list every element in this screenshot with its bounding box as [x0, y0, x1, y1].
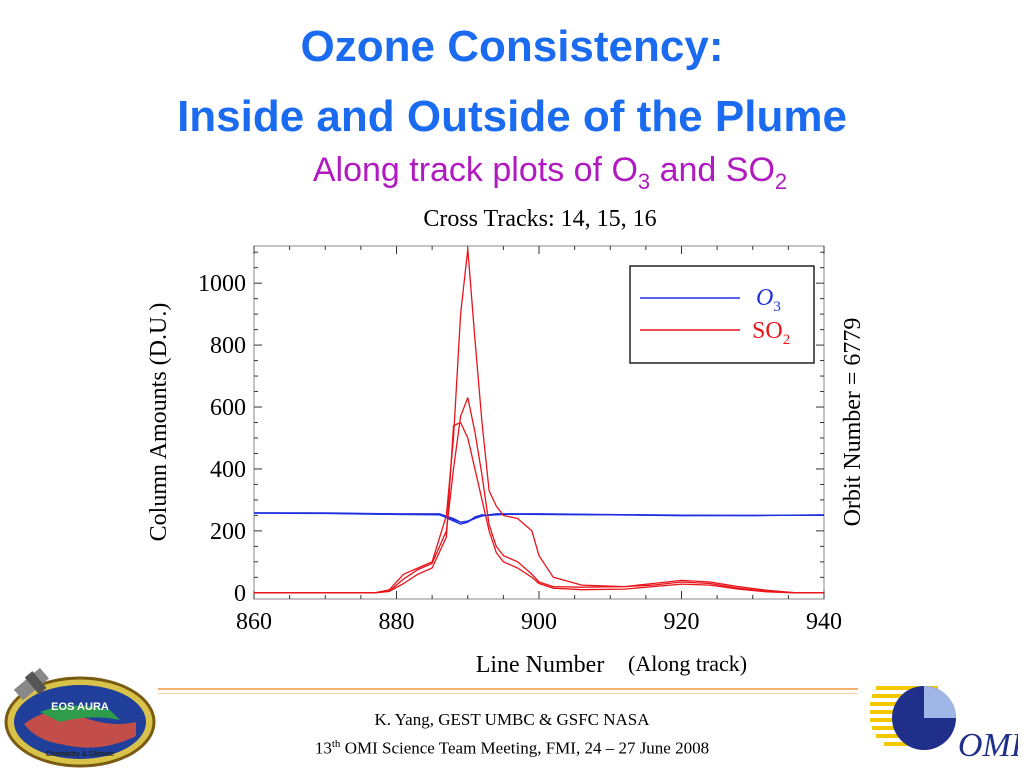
omi-logo: OMI [870, 686, 1018, 764]
x-tick-label: 860 [236, 609, 272, 635]
y-tick-label: 400 [210, 457, 246, 483]
legend-o3-sub: 3 [773, 299, 781, 315]
subtitle-so2-subscript: 2 [774, 169, 788, 194]
y-tick-labels: 0 200 400 600 800 1000 [198, 271, 246, 607]
footer-divider-thin [158, 693, 858, 694]
legend: O3 SO2 [629, 265, 815, 364]
orbit-number-label: Orbit Number = 6779 [840, 318, 866, 527]
x-tick-label: 900 [521, 609, 557, 635]
eos-aura-logo-text: EOS AURA [51, 701, 109, 713]
footer-meeting: 13th OMI Science Team Meeting, FMI, 24 –… [0, 738, 1024, 759]
series-line-6 [254, 421, 824, 594]
y-axis-label: Column Amounts (D.U.) [146, 303, 172, 542]
series-line-4 [254, 248, 824, 594]
chart-title: Cross Tracks: 14, 15, 16 [423, 206, 656, 232]
slide-title-line2: Inside and Outside of the Plume [177, 92, 847, 141]
legend-o3-label: O3 [756, 285, 781, 315]
x-tick-label: 880 [379, 609, 415, 635]
subtitle-o3-subscript: 3 [637, 169, 651, 194]
omi-logo-text: OMI [958, 727, 1018, 764]
legend-so2-text: SO [752, 318, 783, 344]
y-tick-label: 0 [234, 581, 246, 607]
x-axis-label: Line Number [476, 652, 605, 678]
series-line-3 [253, 512, 824, 523]
y-tick-label: 200 [210, 519, 246, 545]
footer-divider [158, 688, 858, 690]
x-tick-labels: 860 880 900 920 940 [236, 609, 842, 635]
footer-meeting-text: OMI Science Team Meeting, FMI, 24 – 27 J… [340, 738, 710, 758]
legend-o3-text: O [756, 285, 773, 311]
y-tick-label: 600 [210, 395, 246, 421]
footer-meeting-number: 13 [314, 738, 332, 758]
series-line-5 [254, 397, 824, 594]
legend-so2-sub: 2 [783, 332, 791, 348]
along-track-annotation: (Along track) [628, 651, 748, 676]
x-tick-label: 920 [664, 609, 700, 635]
slide-title-line1: Ozone Consistency: [300, 22, 724, 71]
eos-aura-logo-ribbon: Chemistry & Climate [46, 751, 115, 758]
footer-author: K. Yang, GEST UMBC & GSFC NASA [374, 710, 650, 729]
eos-aura-logo: EOS AURA Chemistry & Climate [4, 667, 156, 768]
subtitle-prefix: Along track plots of O [312, 151, 638, 189]
footer-meeting-ordinal: th [331, 738, 341, 750]
y-tick-label: 800 [210, 333, 246, 359]
legend-box [629, 265, 815, 364]
x-tick-label: 940 [806, 609, 842, 635]
y-tick-label: 1000 [198, 271, 246, 297]
series-layer [253, 248, 825, 594]
subtitle-middle: and SO [650, 151, 775, 189]
slide-subtitle: Along track plots of O3 and SO2 [0, 148, 1024, 204]
legend-so2-label: SO2 [752, 318, 790, 348]
